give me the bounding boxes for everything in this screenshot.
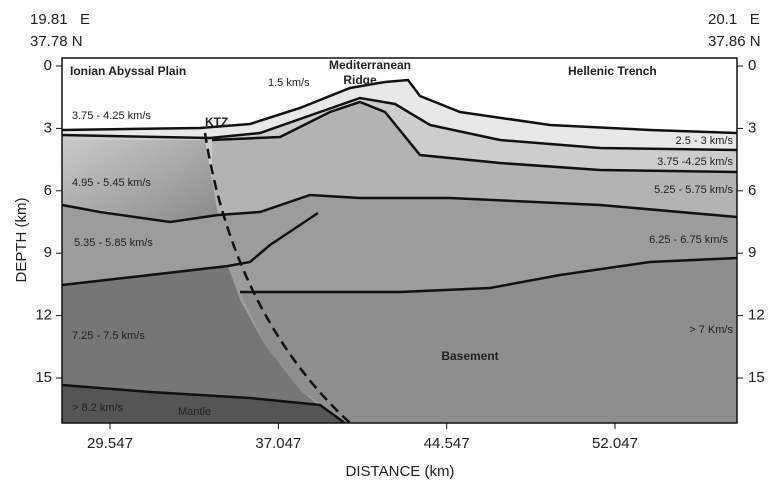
velocity-label: 6.25 - 6.75 km/s (649, 234, 728, 246)
corner-lon: 19.81 E (30, 11, 90, 28)
velocity-label: 5.35 - 5.85 km/s (74, 237, 153, 249)
velocity-label: 3.75 -4.25 km/s (657, 156, 733, 168)
velocity-label: 7.25 - 7.5 km/s (72, 330, 145, 342)
y-tick-label: 3 (44, 119, 52, 136)
section-figure: 19.81 E 37.78 N 20.1 E 37.86 N DISTANCE … (0, 0, 768, 485)
corner-lat: 37.78 N (30, 33, 83, 50)
y-tick-label: 12 (748, 307, 765, 324)
region-label: KTZ (205, 115, 228, 129)
x-tick-label: 37.047 (255, 435, 301, 452)
region-label: Basement (441, 349, 498, 363)
y-tick-label: 15 (35, 369, 52, 386)
corner-lat: 37.86 N (708, 33, 761, 50)
region-label: Ridge (343, 73, 377, 87)
velocity-label: > 8.2 km/s (72, 402, 124, 414)
velocity-label: > 7 Km/s (689, 324, 733, 336)
velocity-label: 4.95 - 5.45 km/s (72, 177, 151, 189)
velocity-label: 3.75 - 4.25 km/s (72, 110, 151, 122)
region-label: Mediterranean (329, 58, 411, 72)
region-label: Mantle (178, 406, 211, 418)
y-tick-label: 15 (748, 369, 765, 386)
y-tick-label: 12 (35, 307, 52, 324)
region-label: Hellenic Trench (568, 64, 657, 78)
y-tick-label: 0 (44, 57, 52, 74)
y-tick-label: 6 (748, 182, 756, 199)
x-axis-label: DISTANCE (km) (346, 463, 455, 480)
velocity-label: 5.25 - 5.75 km/s (654, 184, 733, 196)
region-label: Ionian Abyssal Plain (70, 64, 186, 78)
x-tick-label: 52.047 (592, 435, 638, 452)
y-axis-label: DEPTH (km) (13, 198, 30, 283)
layers (62, 58, 737, 423)
velocity-label: 1.5 km/s (268, 77, 310, 89)
y-tick-label: 9 (44, 244, 52, 261)
x-tick-label: 29.547 (87, 435, 133, 452)
y-tick-label: 0 (748, 57, 756, 74)
x-tick-label: 44.547 (424, 435, 470, 452)
velocity-label: 2.5 - 3 km/s (676, 135, 734, 147)
y-tick-label: 3 (748, 119, 756, 136)
y-tick-label: 6 (44, 182, 52, 199)
corner-lon: 20.1 E (708, 11, 760, 28)
y-tick-label: 9 (748, 244, 756, 261)
